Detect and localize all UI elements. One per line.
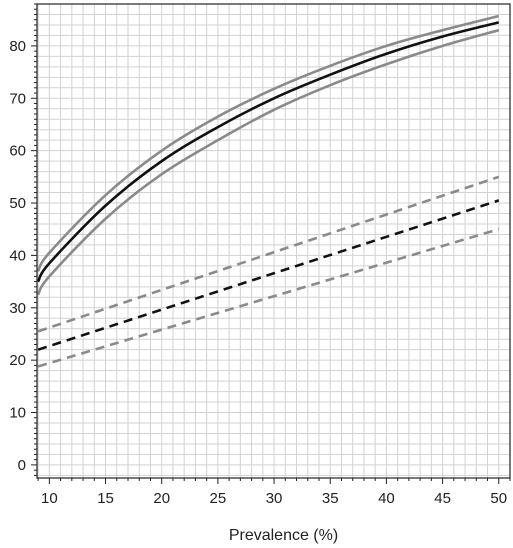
dashed-black-line xyxy=(37,199,500,351)
solid-grey-line xyxy=(36,14,500,272)
y-tick-label: 80 xyxy=(9,38,26,55)
x-tick-label: 25 xyxy=(210,490,227,507)
y-tick-label: 30 xyxy=(9,300,26,317)
y-tick-label: 70 xyxy=(9,90,26,107)
x-tick-label: 40 xyxy=(378,490,395,507)
y-tick-label: 40 xyxy=(9,247,26,264)
x-tick-label: 50 xyxy=(490,490,507,507)
dashed-grey-line xyxy=(37,227,500,368)
solid-grey-line xyxy=(36,28,500,296)
series-lines xyxy=(36,14,500,368)
solid-black-line xyxy=(36,21,500,283)
x-tick-label: 20 xyxy=(153,490,170,507)
x-tick-label: 10 xyxy=(41,490,58,507)
x-tick-labels: 10 15 20 25 30 35 40 45 50 xyxy=(41,490,507,507)
x-axis-title: Prevalence (%) xyxy=(229,527,338,544)
y-tick-labels: 0 10 20 30 40 50 60 70 80 xyxy=(9,38,26,474)
axis-ticks xyxy=(31,3,511,484)
dashed-grey-line xyxy=(37,175,500,333)
x-tick-label: 15 xyxy=(97,490,114,507)
x-tick-label: 35 xyxy=(322,490,339,507)
y-tick-label: 50 xyxy=(9,195,26,212)
grid xyxy=(37,3,511,478)
x-tick-label: 45 xyxy=(434,490,451,507)
plot-frame xyxy=(36,3,511,479)
y-tick-label: 10 xyxy=(9,405,26,422)
x-tick-label: 30 xyxy=(266,490,283,507)
y-tick-label: 20 xyxy=(9,352,26,369)
y-tick-label: 0 xyxy=(18,457,26,474)
y-tick-label: 60 xyxy=(9,143,26,160)
